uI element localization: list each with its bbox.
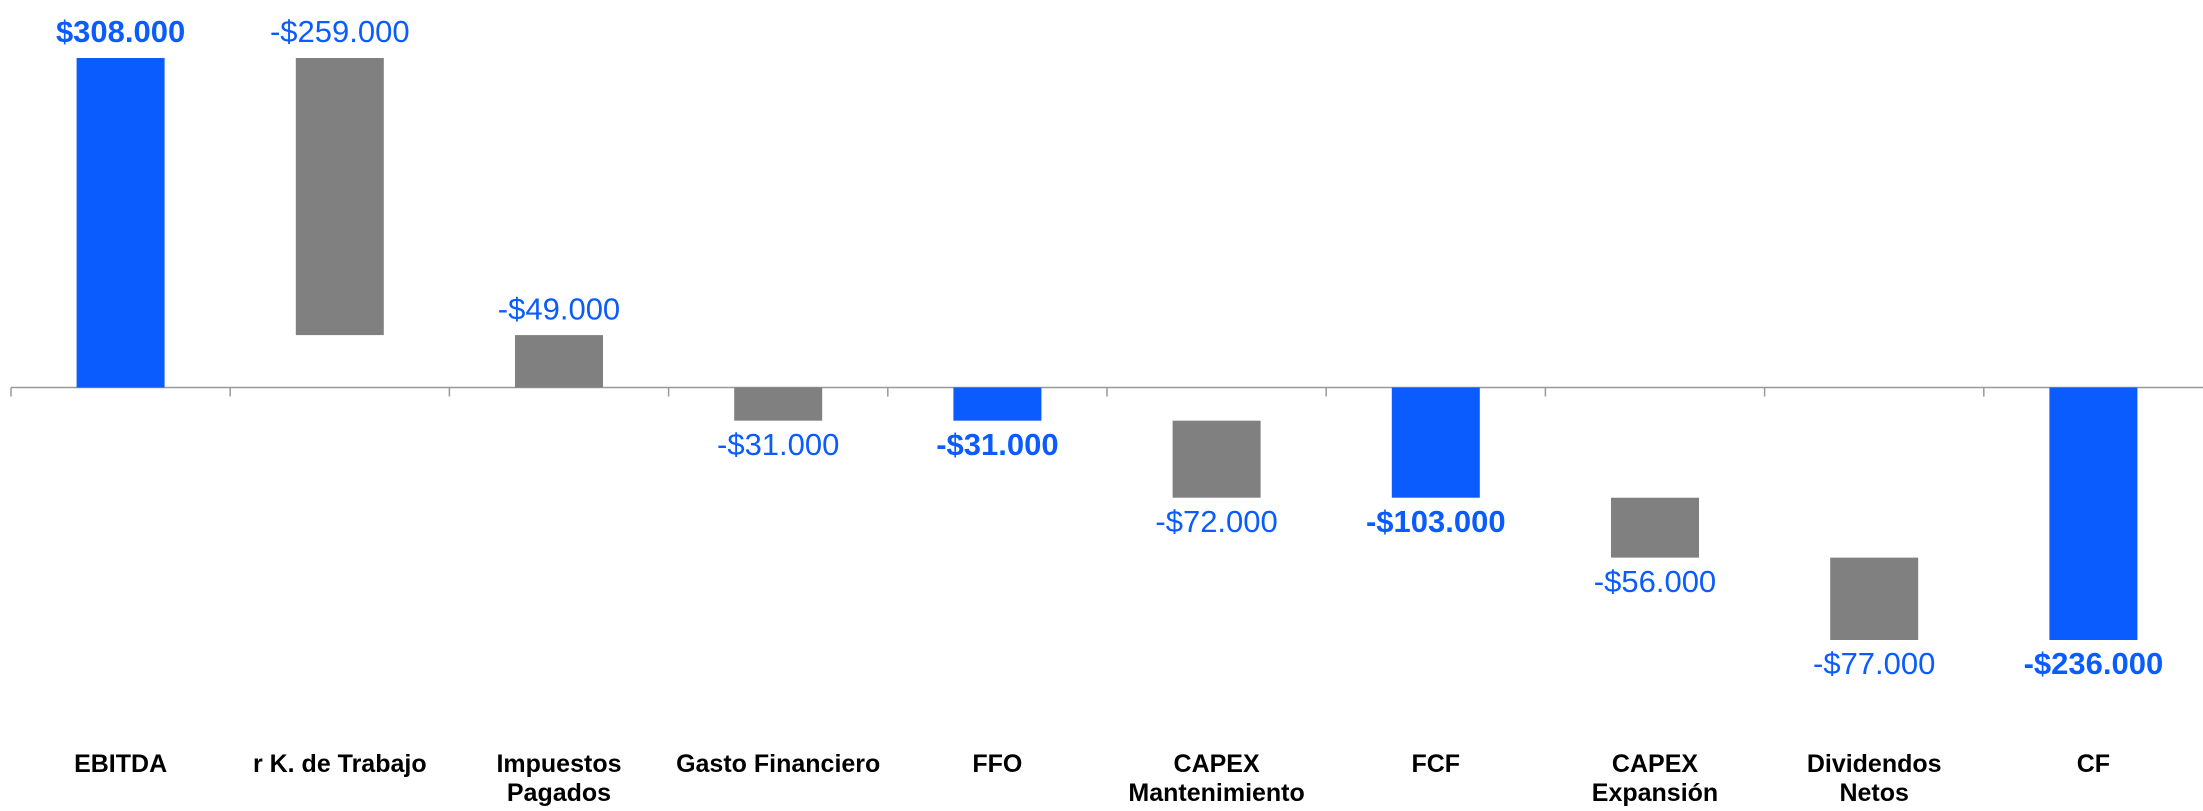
x-tick-label: Gasto Financiero xyxy=(676,750,881,778)
value-label: -$236.000 xyxy=(2024,646,2164,681)
bar xyxy=(2049,387,2138,640)
bar xyxy=(1391,387,1480,498)
value-label: -$56.000 xyxy=(1594,564,1716,599)
value-label: -$72.000 xyxy=(1155,504,1277,539)
bar xyxy=(1172,420,1261,498)
bar xyxy=(1611,497,1699,558)
x-tick-label: CAPEX Mantenimiento xyxy=(1128,750,1305,807)
x-tick-label: EBITDA xyxy=(74,750,168,778)
value-label: -$31.000 xyxy=(936,427,1058,462)
x-tick-label: CF xyxy=(2076,750,2111,778)
x-tick-label: r K. de Trabajo xyxy=(252,750,427,778)
bar xyxy=(734,387,823,421)
value-label: $308.000 xyxy=(56,14,185,49)
bar xyxy=(953,387,1042,421)
value-label: -$259.000 xyxy=(270,14,410,49)
value-label: -$49.000 xyxy=(498,291,620,326)
x-tick-label: FFO xyxy=(972,750,1023,778)
bar xyxy=(515,335,603,388)
x-tick-label: CAPEX Expansión xyxy=(1591,750,1719,807)
bar xyxy=(76,58,165,388)
x-tick-label: Impuestos Pagados xyxy=(496,750,622,807)
value-label: -$77.000 xyxy=(1813,646,1935,681)
value-label: -$31.000 xyxy=(717,427,839,462)
bar xyxy=(1830,557,1919,640)
x-tick-label: Dividendos Netos xyxy=(1806,750,1942,807)
bar xyxy=(295,58,384,336)
value-label: -$103.000 xyxy=(1366,504,1506,539)
x-tick-label: FCF xyxy=(1411,750,1461,778)
